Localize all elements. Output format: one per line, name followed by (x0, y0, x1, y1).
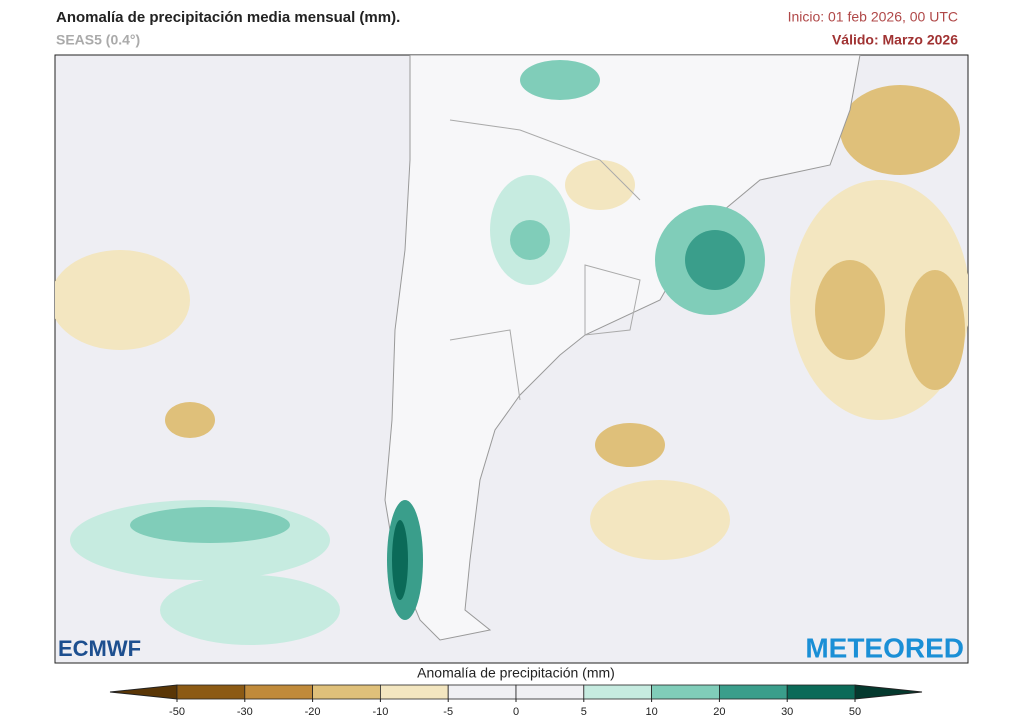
colorbar-tick-label: 5 (581, 706, 587, 718)
colorbar-tick-label: -30 (237, 706, 253, 718)
anomaly-area (905, 270, 965, 390)
border (584, 264, 641, 336)
colorbar-segment (312, 684, 381, 700)
model: SEAS5 (0.4°) (56, 32, 140, 48)
valid-time: Válido: Marzo 2026 (832, 32, 958, 48)
map: ECMWF METEORED (54, 54, 969, 664)
meteored-logo: METEORED (805, 632, 964, 663)
ecmwf-logo: ECMWF (58, 636, 141, 661)
colorbar-segment (583, 684, 652, 700)
colorbar-segment (719, 684, 788, 700)
colorbar-tick-label: 10 (645, 706, 657, 718)
anomaly-area (160, 575, 340, 645)
anomaly-area (392, 520, 408, 600)
border (449, 119, 641, 401)
anomaly-area (510, 220, 550, 260)
colorbar-segment (379, 684, 449, 700)
anomaly-area (165, 402, 215, 438)
colorbar-tick-label: -50 (169, 706, 185, 718)
anomaly-area (595, 423, 665, 467)
colorbar-segment (786, 684, 856, 700)
colorbar-segment (447, 684, 517, 700)
anomaly-area (520, 60, 600, 100)
colorbar-over (854, 684, 923, 700)
colorbar-segment (176, 684, 246, 700)
anomaly-area (685, 230, 745, 290)
init-time: Inicio: 01 feb 2026, 00 UTC (788, 9, 958, 25)
anomaly-area (565, 160, 635, 210)
anomaly-area (130, 507, 290, 543)
colorbar-tick-label: -10 (372, 706, 388, 718)
colorbar-tick-label: -20 (305, 706, 321, 718)
anomaly-area (590, 480, 730, 560)
anomaly-area (840, 85, 960, 175)
colorbar-tick-label: 0 (513, 706, 519, 718)
colorbar-segment (244, 684, 314, 700)
colorbar-tick-label: 20 (713, 706, 725, 718)
anomaly-area (55, 250, 190, 350)
legend-title: Anomalía de precipitación (mm) (417, 665, 615, 681)
colorbar-segment (515, 684, 585, 700)
anomaly-area (815, 260, 885, 360)
title: Anomalía de precipitación media mensual … (56, 9, 400, 26)
colorbar-under (109, 684, 178, 700)
colorbar-tick-label: 50 (849, 706, 861, 718)
colorbar-tick-label: 30 (781, 706, 793, 718)
colorbar-tick-label: -5 (443, 706, 453, 718)
colorbar-segment (651, 684, 720, 700)
